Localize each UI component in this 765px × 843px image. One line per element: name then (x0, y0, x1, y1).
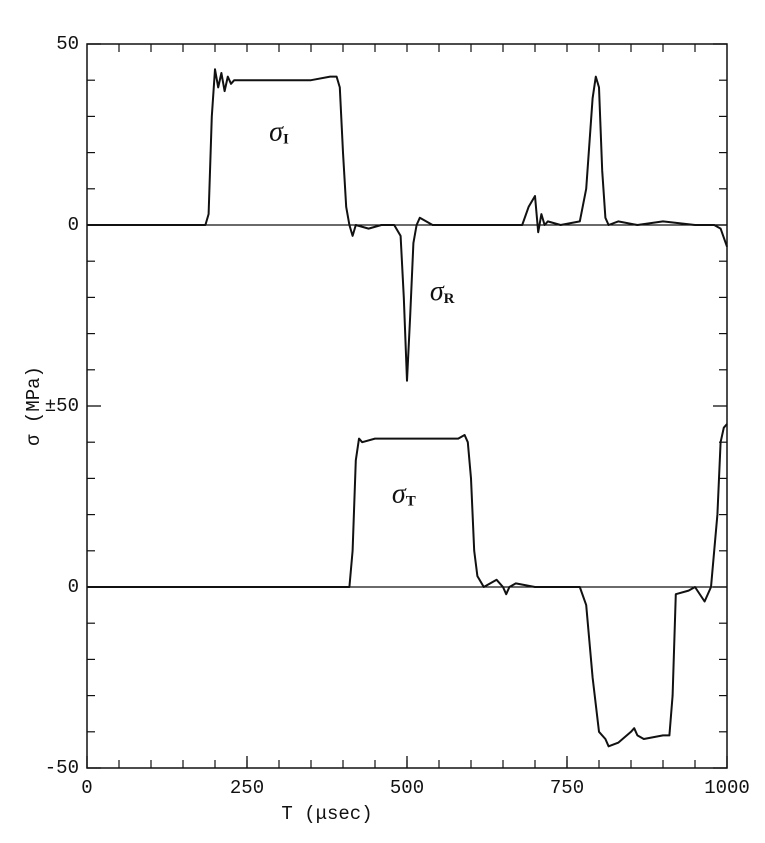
y-axis-label: σ (MPa) (23, 366, 45, 446)
x-tick-label: 1000 (704, 777, 750, 799)
annotation-subscript: T (406, 494, 416, 510)
annotation-subscript: R (444, 291, 455, 307)
x-axis-label: T (μsec) (281, 803, 372, 825)
y-tick-label: 0 (68, 214, 79, 236)
annotation: σI (269, 117, 289, 148)
y-tick-label: 0 (68, 576, 79, 598)
plot-frame (86, 43, 728, 769)
y-tick-label: ±50 (45, 395, 79, 417)
trace (87, 423, 728, 748)
annotation: σT (392, 479, 416, 510)
annotation-subscript: I (283, 132, 289, 148)
annotation: σR (430, 276, 455, 307)
annotation-symbol: σ (392, 479, 407, 510)
x-tick-label: 750 (550, 777, 584, 799)
x-tick-label: 0 (81, 777, 92, 799)
y-tick-label: 50 (56, 33, 79, 55)
trace (87, 68, 728, 382)
x-tick-label: 250 (230, 777, 264, 799)
y-tick-label: -50 (45, 757, 79, 779)
annotation-symbol: σ (430, 276, 445, 307)
annotation-symbol: σ (269, 117, 284, 148)
x-tick-label: 500 (390, 777, 424, 799)
